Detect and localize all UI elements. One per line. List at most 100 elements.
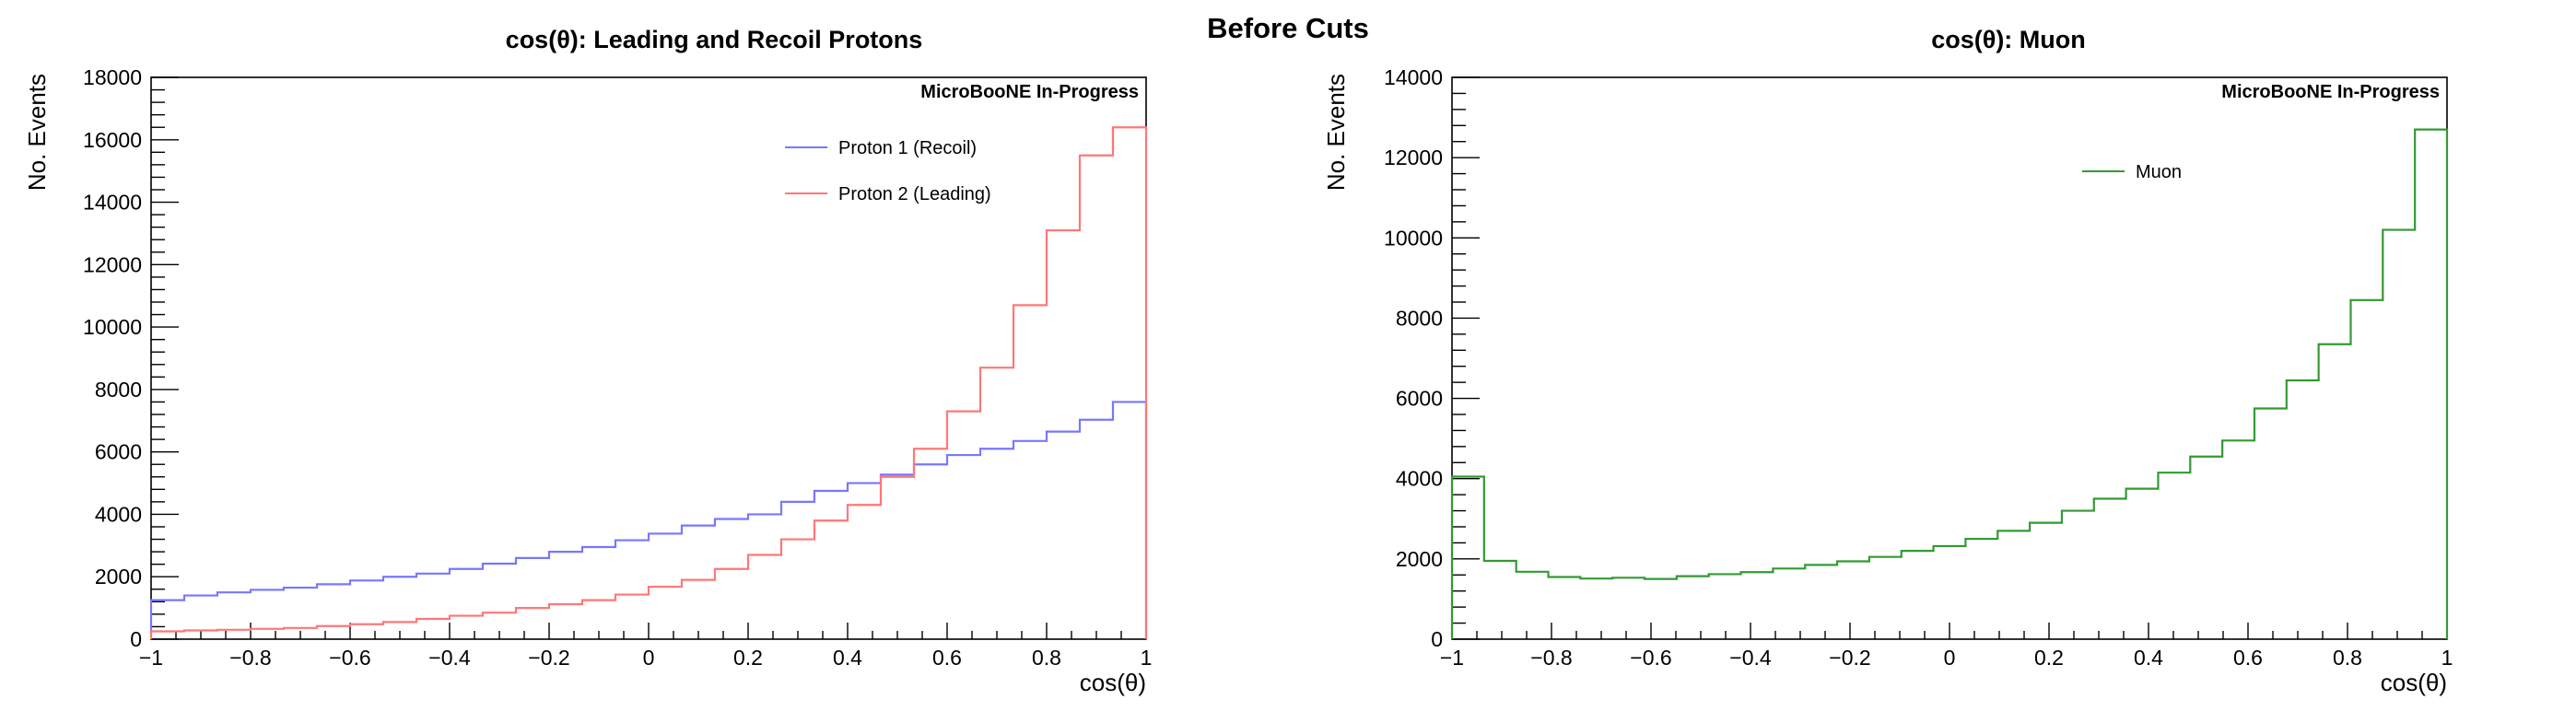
histogram-bin — [1677, 577, 1709, 639]
x-tick-label: 0.6 — [932, 646, 962, 670]
x-tick-label: −0.2 — [1829, 646, 1870, 670]
histogram-bin — [1965, 539, 1997, 639]
histogram-bin — [251, 629, 284, 639]
histogram-bin — [615, 595, 649, 639]
x-tick-label: 0.4 — [2134, 646, 2163, 670]
x-tick-label: 0.2 — [2034, 646, 2064, 670]
x-tick-label: −1 — [1440, 646, 1464, 670]
series-line-muon — [1450, 128, 2449, 639]
histogram-bin — [980, 367, 1013, 639]
y-tick-label: 14000 — [83, 191, 142, 215]
experiment-tag: MicroBooNE In-Progress — [920, 82, 1139, 102]
legend-label: Proton 1 (Recoil) — [838, 138, 977, 158]
y-tick-label: 12000 — [1384, 146, 1443, 169]
histogram-bin — [947, 412, 980, 639]
y-axis-label: No. Events — [1322, 74, 1350, 191]
histogram-bin — [1013, 305, 1047, 639]
x-axis-label: cos(θ) — [2381, 669, 2447, 696]
histogram-bin — [2319, 344, 2351, 639]
x-tick-label: −0.2 — [528, 646, 569, 670]
histogram-bin — [1805, 565, 1837, 639]
histogram-bin — [350, 624, 383, 639]
histogram-bin — [2415, 130, 2447, 639]
y-tick-label: 14000 — [1384, 65, 1443, 89]
histogram-bin — [217, 630, 251, 639]
y-tick-label: 0 — [130, 627, 142, 651]
x-tick-label: 0.2 — [733, 646, 763, 670]
histogram-bin — [2287, 380, 2319, 639]
histogram-bin — [2254, 408, 2287, 639]
y-tick-label: 2000 — [95, 565, 142, 589]
histogram-bin — [2062, 511, 2094, 639]
histogram-bin — [881, 477, 914, 639]
histogram-bin — [2126, 489, 2159, 639]
histogram-bin — [383, 622, 416, 639]
histogram-bin — [1934, 546, 1966, 639]
plot-muon: −1 −0.8 −0.6 −0.4 −0.2 0 0.2 0.4 0.6 0.8 1 0 2000 400… — [1322, 26, 2453, 696]
histogram-bin — [1452, 477, 1484, 639]
histogram-bin — [1837, 561, 1869, 639]
histogram-bin — [1869, 557, 1902, 639]
x-tick-label: −0.6 — [329, 646, 370, 670]
histogram-bin — [1645, 579, 1677, 639]
chart-title: cos(θ): Muon — [1931, 26, 2086, 53]
chart-title: cos(θ): Leading and Recoil Protons — [506, 26, 923, 53]
experiment-tag: MicroBooNE In-Progress — [2221, 82, 2440, 102]
y-tick-label: 2000 — [1396, 547, 1443, 571]
x-tick-label: 1 — [1141, 646, 1153, 670]
x-tick-label: 0 — [643, 646, 655, 670]
legend-label: Proton 2 (Leading) — [838, 184, 991, 204]
histogram-bin — [1080, 156, 1113, 639]
histogram-bin — [1484, 561, 1516, 639]
legend-label: Muon — [2136, 162, 2182, 182]
x-tick-label: −0.8 — [1530, 646, 1572, 670]
histogram-bin — [582, 600, 615, 639]
x-tick-label: 0.8 — [1032, 646, 1061, 670]
histogram-bin — [814, 520, 848, 639]
histogram-bin — [2350, 300, 2383, 639]
histogram-bin — [416, 619, 450, 639]
histogram-bin — [2094, 499, 2126, 640]
histogram-bin — [184, 631, 217, 639]
y-tick-label: 10000 — [83, 315, 142, 339]
histogram-bin — [781, 540, 814, 639]
y-tick-label: 0 — [1431, 627, 1443, 651]
y-tick-label: 4000 — [95, 502, 142, 526]
x-tick-label: −0.4 — [1729, 646, 1772, 670]
y-tick-label: 12000 — [83, 252, 142, 276]
histogram-bin — [1997, 530, 2030, 639]
x-tick-label: −0.8 — [229, 646, 271, 670]
x-tick-label: −0.4 — [428, 646, 471, 670]
x-tick-label: 1 — [2441, 646, 2453, 670]
histogram-bin — [848, 505, 881, 639]
histogram-bin — [483, 612, 516, 639]
histogram-bin — [2383, 230, 2415, 639]
histogram-bin — [1773, 568, 1805, 639]
histogram-bin — [516, 608, 549, 639]
histogram-bin — [649, 587, 682, 639]
x-tick-label: 0.4 — [833, 646, 862, 670]
histogram-bin — [317, 626, 350, 639]
histogram-bin — [284, 628, 317, 639]
histogram-bin — [2190, 457, 2222, 639]
y-tick-label: 6000 — [1396, 387, 1443, 411]
x-tick-label: −0.6 — [1630, 646, 1671, 670]
y-tick-label: 6000 — [95, 440, 142, 464]
histogram-bin — [715, 569, 748, 639]
y-tick-label: 10000 — [1384, 226, 1443, 250]
y-axis-label: No. Events — [23, 74, 51, 191]
histogram-bin — [1612, 577, 1645, 639]
histogram-bin — [1741, 572, 1774, 639]
y-tick-label: 18000 — [83, 65, 142, 89]
histogram-bin — [682, 580, 715, 639]
x-tick-label: 0 — [1944, 646, 1956, 670]
histogram-bin — [549, 604, 582, 639]
histogram-bin — [1580, 578, 1612, 639]
histogram-bin — [1516, 572, 1549, 639]
x-tick-label: 0.8 — [2333, 646, 2362, 670]
x-axis-label: cos(θ) — [1080, 669, 1146, 696]
x-tick-label: 0.6 — [2233, 646, 2263, 670]
series-line-proton-2-leading- — [149, 126, 1148, 639]
y-tick-label: 4000 — [1396, 467, 1443, 491]
